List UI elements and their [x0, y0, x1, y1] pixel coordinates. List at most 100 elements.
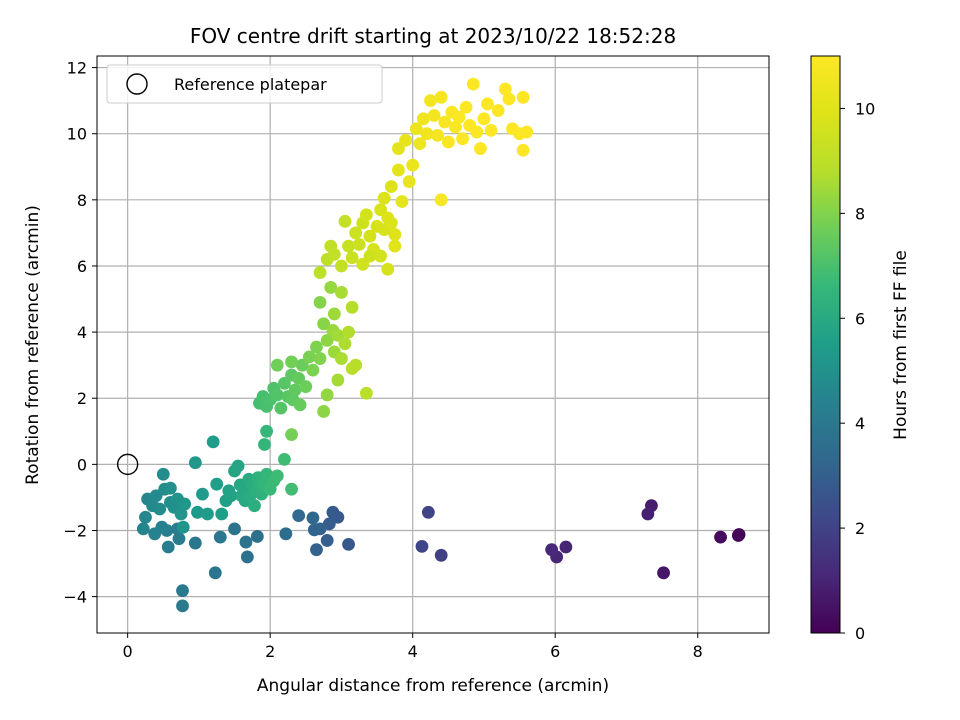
data-point	[434, 90, 448, 104]
data-point	[270, 358, 284, 372]
y-tick-label: 6	[77, 257, 87, 276]
data-point	[310, 543, 323, 557]
data-point	[491, 104, 505, 117]
data-point	[163, 481, 177, 495]
data-point	[302, 350, 316, 364]
data-point	[320, 333, 334, 347]
data-point	[641, 507, 655, 521]
data-point	[331, 373, 345, 387]
data-point	[196, 487, 209, 501]
data-point	[306, 511, 320, 525]
data-point	[731, 529, 745, 542]
data-point	[313, 266, 327, 279]
data-point	[342, 239, 355, 253]
data-point	[657, 566, 670, 580]
data-point	[250, 530, 264, 543]
colorbar-tick-label: 4	[855, 414, 865, 433]
data-point	[326, 505, 340, 519]
colorbar-ticks: 0 2 4 6 8 10	[840, 99, 875, 643]
data-point	[388, 228, 402, 241]
legend-label: Reference platepar	[174, 75, 327, 94]
data-point	[310, 340, 323, 354]
data-point	[136, 522, 150, 536]
data-point	[306, 363, 320, 377]
data-point	[431, 128, 445, 142]
data-point	[420, 127, 434, 141]
data-point	[516, 90, 530, 104]
colorbar-tick-label: 8	[855, 204, 865, 223]
data-point	[285, 355, 298, 369]
x-tick-label: 8	[693, 642, 703, 661]
data-point	[434, 193, 448, 207]
data-point	[384, 216, 398, 230]
data-point	[139, 510, 152, 524]
data-point	[320, 388, 334, 402]
data-point	[270, 388, 284, 402]
data-point	[466, 77, 480, 91]
data-point	[415, 539, 429, 553]
data-point	[270, 469, 284, 483]
data-point	[213, 530, 227, 544]
data-point	[345, 300, 359, 314]
data-point	[349, 358, 363, 372]
x-tick-label: 2	[265, 642, 275, 661]
colorbar-gradient	[810, 55, 841, 634]
data-point	[278, 453, 291, 466]
data-point	[327, 247, 341, 261]
data-point	[240, 550, 254, 564]
data-point	[498, 82, 512, 96]
data-point	[285, 482, 298, 496]
data-point	[176, 584, 189, 598]
data-point	[161, 540, 175, 554]
data-point	[452, 110, 466, 124]
reference-marker	[116, 453, 139, 476]
data-point	[224, 489, 238, 503]
data-point	[338, 337, 352, 351]
data-point	[459, 100, 473, 114]
colorbar-tick-label: 0	[855, 624, 865, 643]
data-point	[278, 376, 291, 390]
data-point	[248, 499, 261, 513]
data-point	[399, 133, 412, 147]
data-point	[188, 456, 202, 470]
legend-box	[106, 64, 383, 104]
legend: Reference platepar	[106, 64, 383, 104]
data-point	[441, 135, 455, 149]
colorbar-label: Hours from first FF file	[891, 250, 911, 440]
data-point	[188, 536, 202, 550]
data-point	[210, 477, 224, 491]
data-point	[313, 352, 327, 365]
data-point	[208, 566, 222, 580]
data-point	[215, 507, 229, 521]
data-point	[516, 143, 530, 157]
data-point	[545, 543, 559, 557]
data-point	[324, 281, 338, 294]
data-point	[292, 371, 306, 385]
data-point	[363, 229, 377, 243]
colorbar-tick-label: 2	[855, 519, 865, 538]
data-point	[320, 534, 334, 547]
y-axis-label: Rotation from reference (arcmin)	[23, 205, 43, 485]
colorbar-tick-label: 10	[855, 99, 875, 118]
y-tick-label: −2	[63, 521, 87, 540]
data-point	[359, 208, 373, 222]
data-point	[424, 94, 437, 108]
data-point	[335, 286, 348, 299]
data-point	[484, 123, 498, 137]
data-point	[388, 239, 402, 253]
data-point	[288, 383, 302, 397]
data-point	[307, 523, 321, 537]
data-point	[559, 540, 573, 554]
chart-title: FOV centre drift starting at 2023/10/22 …	[190, 24, 676, 48]
data-point	[335, 352, 348, 365]
data-point	[258, 438, 271, 451]
data-point	[331, 329, 345, 342]
data-point	[201, 507, 214, 521]
data-point	[153, 502, 167, 516]
data-point	[191, 505, 204, 519]
data-point	[299, 380, 313, 394]
data-point	[228, 522, 241, 536]
data-point	[352, 238, 366, 251]
data-point	[172, 532, 186, 546]
